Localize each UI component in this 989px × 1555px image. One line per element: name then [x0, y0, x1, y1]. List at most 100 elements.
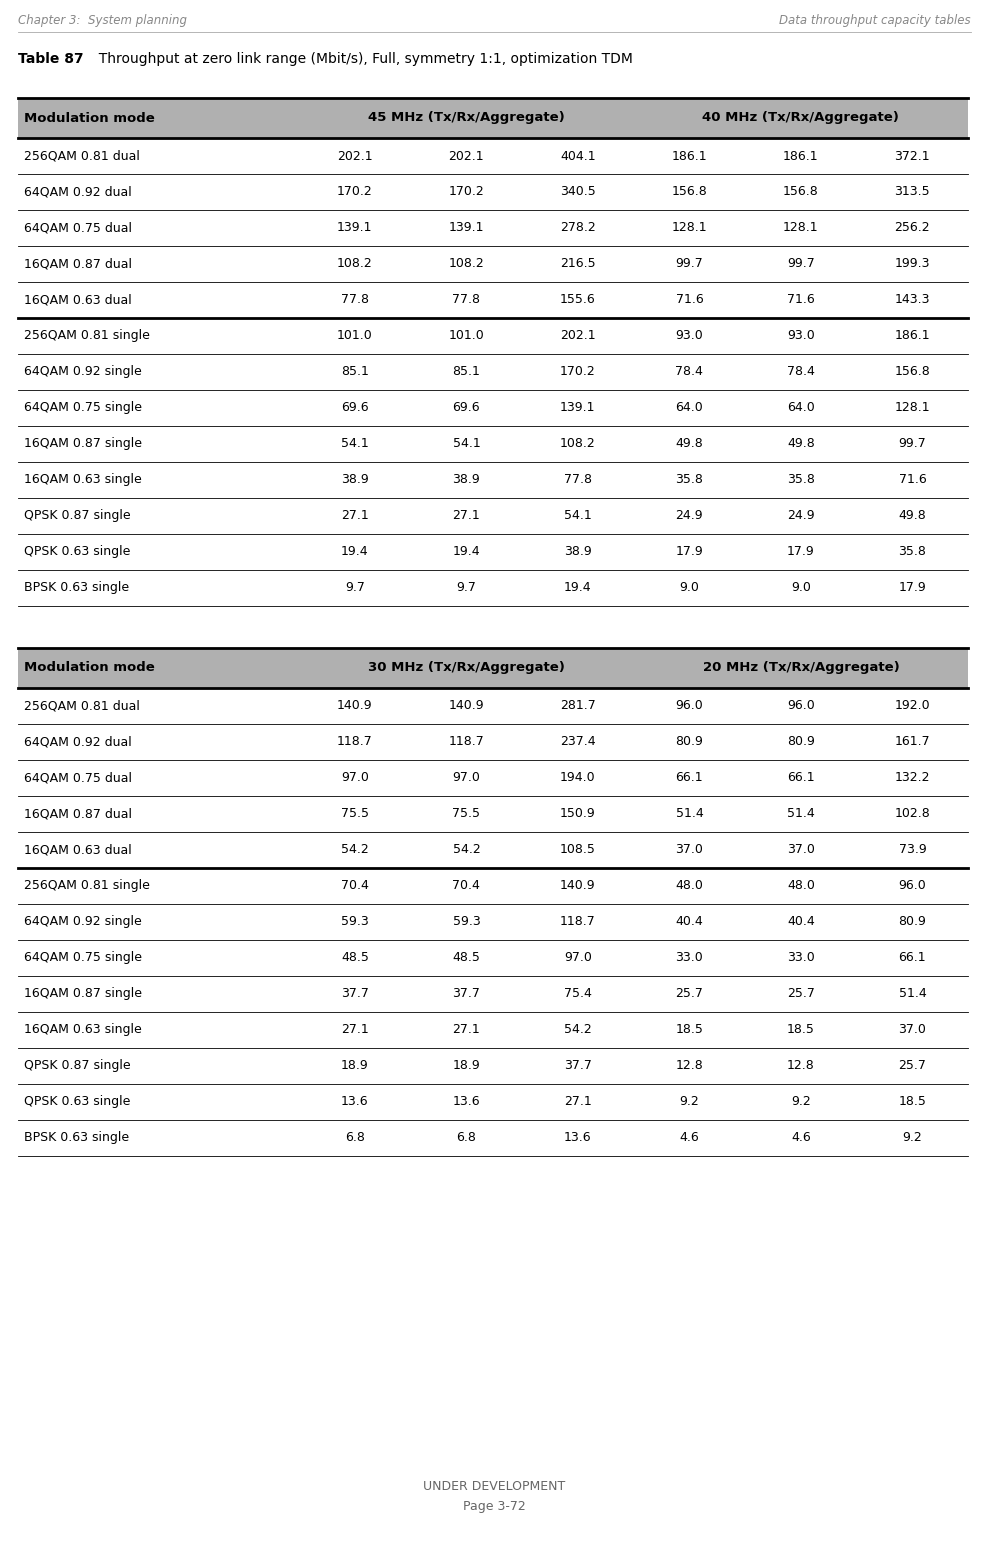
Text: 85.1: 85.1	[452, 365, 481, 378]
Text: 80.9: 80.9	[787, 736, 815, 748]
Text: 16QAM 0.87 dual: 16QAM 0.87 dual	[24, 807, 132, 821]
Text: QPSK 0.87 single: QPSK 0.87 single	[24, 510, 131, 522]
Text: 97.0: 97.0	[452, 771, 481, 785]
Text: 99.7: 99.7	[899, 437, 927, 451]
Text: 6.8: 6.8	[457, 1132, 477, 1144]
Text: 66.1: 66.1	[675, 771, 703, 785]
Text: 40.4: 40.4	[675, 916, 703, 928]
Bar	[18, 498, 968, 533]
Text: 64QAM 0.75 single: 64QAM 0.75 single	[24, 952, 142, 964]
Text: 77.8: 77.8	[452, 294, 481, 306]
Text: 59.3: 59.3	[341, 916, 369, 928]
Text: 9.2: 9.2	[679, 1096, 699, 1109]
Text: 156.8: 156.8	[783, 185, 819, 199]
Text: 71.6: 71.6	[675, 294, 703, 306]
Text: 4.6: 4.6	[679, 1132, 699, 1144]
Text: 25.7: 25.7	[898, 1059, 927, 1073]
Text: 19.4: 19.4	[453, 546, 481, 558]
Text: Table 87: Table 87	[18, 51, 84, 65]
Text: 77.8: 77.8	[341, 294, 369, 306]
Text: 128.1: 128.1	[672, 221, 707, 235]
Text: 78.4: 78.4	[675, 365, 703, 378]
Text: 97.0: 97.0	[341, 771, 369, 785]
Text: 24.9: 24.9	[675, 510, 703, 522]
Text: 37.7: 37.7	[341, 987, 369, 1000]
Text: 18.9: 18.9	[341, 1059, 369, 1073]
Text: 85.1: 85.1	[341, 365, 369, 378]
Text: 6.8: 6.8	[345, 1132, 365, 1144]
Text: Modulation mode: Modulation mode	[24, 661, 154, 675]
Text: 19.4: 19.4	[341, 546, 369, 558]
Text: 27.1: 27.1	[341, 1023, 369, 1037]
Text: 118.7: 118.7	[449, 736, 485, 748]
Bar	[18, 426, 968, 462]
Text: 25.7: 25.7	[675, 987, 703, 1000]
Text: 17.9: 17.9	[675, 546, 703, 558]
Text: 54.2: 54.2	[564, 1023, 591, 1037]
Text: 48.0: 48.0	[675, 880, 703, 893]
Text: 37.0: 37.0	[898, 1023, 927, 1037]
Text: 59.3: 59.3	[453, 916, 481, 928]
Text: 54.2: 54.2	[341, 843, 369, 857]
Text: 96.0: 96.0	[675, 700, 703, 712]
Text: 16QAM 0.87 single: 16QAM 0.87 single	[24, 987, 142, 1000]
Text: 256QAM 0.81 dual: 256QAM 0.81 dual	[24, 700, 139, 712]
Text: 64QAM 0.75 dual: 64QAM 0.75 dual	[24, 221, 132, 235]
Text: 51.4: 51.4	[899, 987, 927, 1000]
Text: 73.9: 73.9	[899, 843, 927, 857]
Bar	[18, 571, 968, 606]
Text: 18.9: 18.9	[453, 1059, 481, 1073]
Text: Data throughput capacity tables: Data throughput capacity tables	[779, 14, 971, 26]
Text: 199.3: 199.3	[895, 258, 930, 271]
Bar	[18, 390, 968, 426]
Text: 13.6: 13.6	[341, 1096, 369, 1109]
Text: 237.4: 237.4	[560, 736, 595, 748]
Text: 33.0: 33.0	[675, 952, 703, 964]
Text: 80.9: 80.9	[675, 736, 703, 748]
Text: 170.2: 170.2	[449, 185, 485, 199]
Text: 9.7: 9.7	[345, 582, 365, 594]
Bar	[18, 1048, 968, 1084]
Text: 38.9: 38.9	[341, 474, 369, 487]
Text: 75.5: 75.5	[341, 807, 369, 821]
Text: 64QAM 0.92 single: 64QAM 0.92 single	[24, 365, 141, 378]
Text: QPSK 0.63 single: QPSK 0.63 single	[24, 1096, 131, 1109]
Text: 48.0: 48.0	[787, 880, 815, 893]
Text: 25.7: 25.7	[787, 987, 815, 1000]
Text: 108.2: 108.2	[560, 437, 595, 451]
Text: 12.8: 12.8	[675, 1059, 703, 1073]
Text: 139.1: 139.1	[560, 401, 595, 415]
Text: 99.7: 99.7	[675, 258, 703, 271]
Text: 93.0: 93.0	[675, 330, 703, 342]
Text: 186.1: 186.1	[783, 149, 819, 163]
Text: 155.6: 155.6	[560, 294, 595, 306]
Text: 140.9: 140.9	[449, 700, 485, 712]
Bar	[18, 319, 968, 355]
Text: 256QAM 0.81 single: 256QAM 0.81 single	[24, 330, 149, 342]
Text: 340.5: 340.5	[560, 185, 595, 199]
Text: 69.6: 69.6	[453, 401, 481, 415]
Text: 404.1: 404.1	[560, 149, 595, 163]
Text: 49.8: 49.8	[787, 437, 815, 451]
Bar	[18, 210, 968, 246]
Text: 161.7: 161.7	[895, 736, 931, 748]
Text: 9.0: 9.0	[791, 582, 811, 594]
Text: 71.6: 71.6	[787, 294, 815, 306]
Text: 143.3: 143.3	[895, 294, 930, 306]
Text: 9.2: 9.2	[791, 1096, 811, 1109]
Text: 108.2: 108.2	[449, 258, 485, 271]
Text: 16QAM 0.63 dual: 16QAM 0.63 dual	[24, 294, 132, 306]
Text: 139.1: 139.1	[337, 221, 373, 235]
Text: 16QAM 0.63 single: 16QAM 0.63 single	[24, 474, 141, 487]
Bar	[18, 462, 968, 498]
Text: 170.2: 170.2	[560, 365, 595, 378]
Bar	[18, 355, 968, 390]
Text: 64QAM 0.92 dual: 64QAM 0.92 dual	[24, 736, 132, 748]
Text: 132.2: 132.2	[895, 771, 930, 785]
Text: 96.0: 96.0	[787, 700, 815, 712]
Text: 75.4: 75.4	[564, 987, 591, 1000]
Text: 66.1: 66.1	[899, 952, 927, 964]
Text: 27.1: 27.1	[564, 1096, 591, 1109]
Text: 20 MHz (Tx/Rx/Aggregate): 20 MHz (Tx/Rx/Aggregate)	[702, 661, 899, 675]
Text: 71.6: 71.6	[899, 474, 927, 487]
